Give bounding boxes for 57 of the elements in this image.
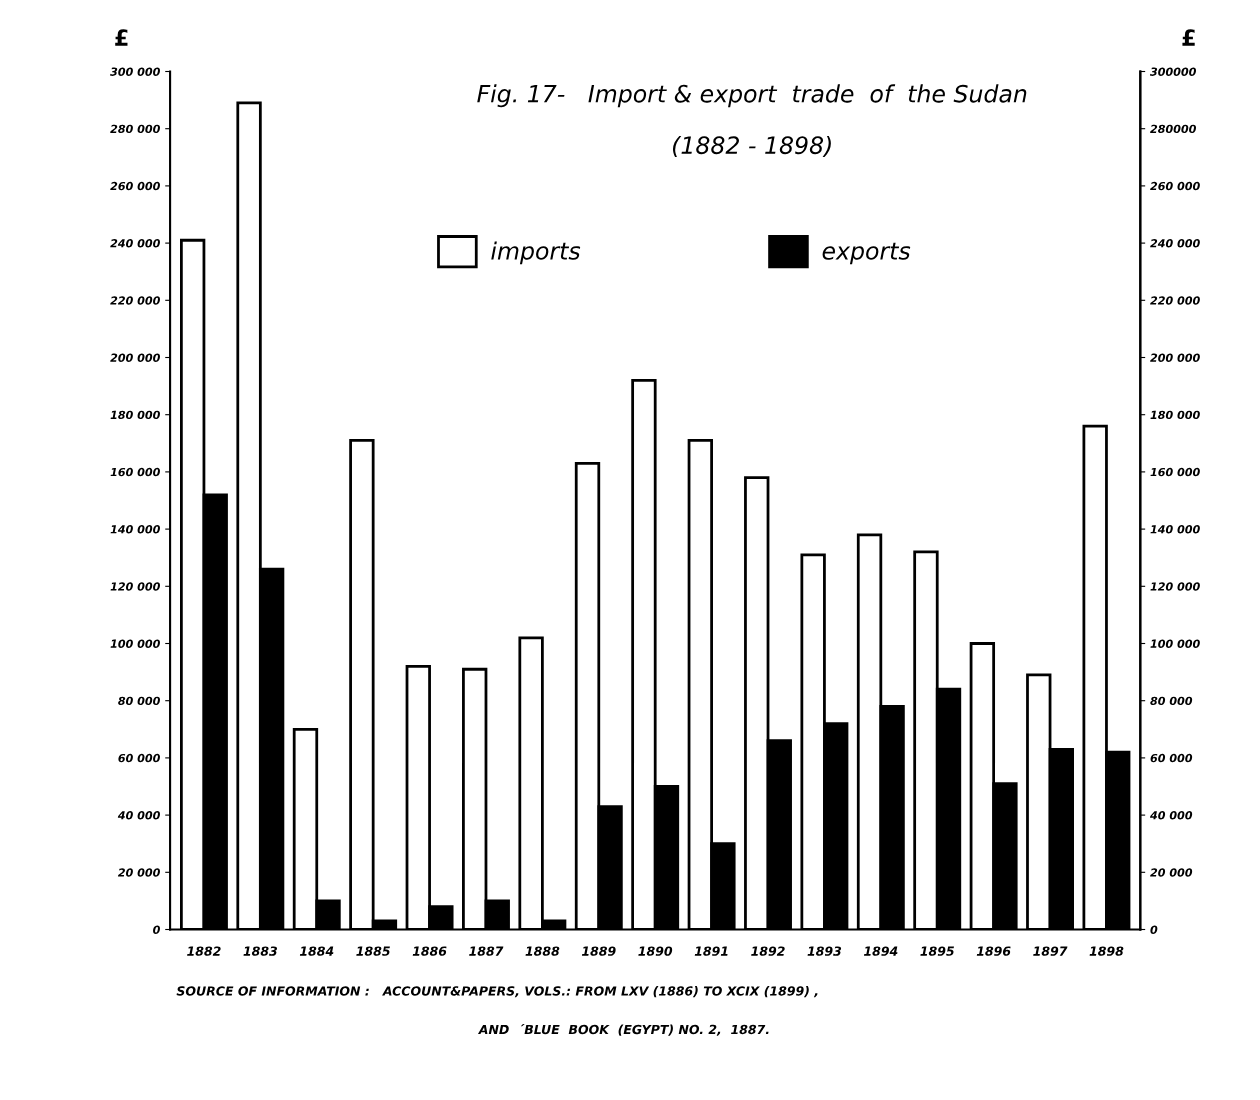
y2-tick-label: 260 000 bbox=[1150, 181, 1200, 191]
y2-tick-label: 60 000 bbox=[1150, 753, 1193, 763]
y-tick-label: 60 000 bbox=[118, 753, 160, 763]
source-note: SOURCE OF INFORMATION : ACCOUNT&PAPERS, VOLS.: FROM LXV (1886) TO XCIX (1899) , bbox=[176, 986, 818, 998]
y2-tick-label: 40 000 bbox=[1150, 811, 1193, 820]
y2-tick-label: 220 000 bbox=[1150, 296, 1200, 305]
y2-tick-label: 300000 bbox=[1150, 67, 1197, 76]
y-tick-label: 300 000 bbox=[110, 67, 160, 76]
y-tick-label: 240 000 bbox=[110, 239, 160, 248]
y2-tick-label: 200 000 bbox=[1150, 353, 1200, 362]
x-tick-label: 1884 bbox=[299, 946, 334, 956]
y-tick-label: 160 000 bbox=[110, 467, 160, 477]
x-tick-label: 1894 bbox=[863, 946, 898, 956]
x-tick-label: 1887 bbox=[469, 946, 504, 956]
x-tick-label: 1886 bbox=[412, 946, 447, 956]
legend-label: imports bbox=[491, 241, 581, 265]
y2-tick-label: 180 000 bbox=[1150, 410, 1200, 420]
y2-tick-label: 80 000 bbox=[1150, 696, 1193, 706]
y2-tick-label: 20 000 bbox=[1150, 868, 1193, 877]
y2-tick-label: 160 000 bbox=[1150, 467, 1200, 477]
y-tick-label: 120 000 bbox=[110, 582, 160, 591]
x-tick-label: 1891 bbox=[694, 946, 728, 956]
x-tick-label: 1896 bbox=[976, 946, 1011, 956]
y-tick-label: 20 000 bbox=[117, 868, 160, 877]
y-tick-label: 280 000 bbox=[110, 124, 160, 134]
y2-tick-label: 0 bbox=[1150, 925, 1158, 934]
x-tick-label: 1883 bbox=[243, 946, 278, 956]
y-tick-label: 180 000 bbox=[110, 410, 160, 420]
y2-tick-label: 100 000 bbox=[1150, 639, 1200, 648]
y2-axis-title: £ bbox=[1182, 29, 1195, 46]
y-tick-label: 220 000 bbox=[110, 296, 160, 305]
x-tick-label: 1889 bbox=[581, 946, 616, 956]
legend-label: exports bbox=[822, 242, 911, 265]
text: (1882 - 1898) bbox=[672, 135, 831, 157]
x-tick-label: 1888 bbox=[525, 946, 560, 956]
text: AND ´BLUE BOOK (EGYPT) NO. 2, 1887. bbox=[477, 1024, 769, 1036]
x-tick-label: 1897 bbox=[1033, 946, 1068, 956]
y-tick-label: 140 000 bbox=[110, 525, 160, 534]
text: Fig. 17- Import & export trade of the Sudan bbox=[477, 84, 1027, 108]
y-tick-label: 260 000 bbox=[110, 181, 160, 191]
y2-tick-label: 280000 bbox=[1150, 124, 1197, 134]
y2-tick-label: 240 000 bbox=[1150, 239, 1200, 248]
x-tick-label: 1893 bbox=[807, 946, 842, 956]
y-axis-title: £ bbox=[115, 29, 128, 46]
x-tick-label: 1895 bbox=[920, 946, 954, 956]
x-tick-label: 1885 bbox=[356, 946, 390, 956]
y2-tick-label: 120 000 bbox=[1150, 582, 1200, 591]
x-tick-label: 1882 bbox=[187, 946, 221, 956]
y-tick-label: 40 000 bbox=[117, 811, 160, 820]
y-tick-label: 80 000 bbox=[118, 696, 160, 706]
x-tick-label: 1890 bbox=[638, 946, 673, 956]
y-tick-label: 200 000 bbox=[110, 353, 160, 362]
y-tick-label: 100 000 bbox=[110, 639, 160, 648]
y-tick-label: 0 bbox=[153, 925, 160, 934]
x-tick-label: 1892 bbox=[751, 946, 785, 956]
y2-tick-label: 140 000 bbox=[1150, 525, 1200, 534]
x-tick-label: 1898 bbox=[1089, 946, 1124, 956]
